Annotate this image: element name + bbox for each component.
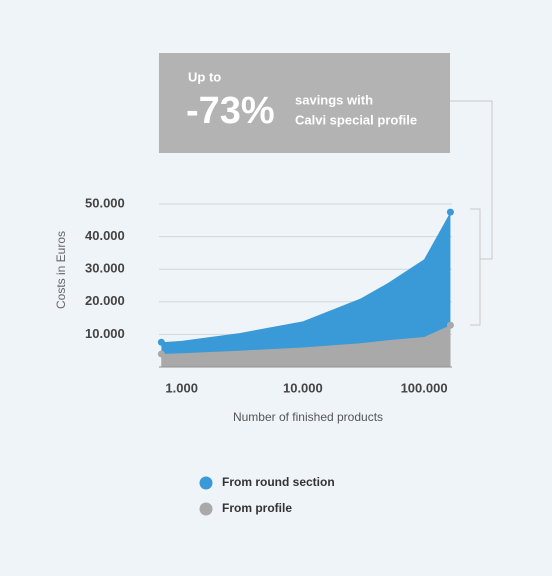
area bbox=[161, 325, 451, 367]
end-point bbox=[157, 338, 165, 346]
headline-prefix: Up to bbox=[188, 69, 221, 84]
headline-line: Calvi special profile bbox=[295, 112, 417, 127]
x-tick-label: 10.000 bbox=[283, 380, 323, 395]
end-point bbox=[446, 321, 454, 329]
legend-label: From round section bbox=[222, 475, 335, 489]
x-tick-label: 1.000 bbox=[165, 380, 198, 395]
bracket bbox=[450, 100, 493, 260]
headline-line: savings with bbox=[295, 92, 373, 107]
y-axis-label: Costs in Euros bbox=[54, 231, 68, 309]
headline-box bbox=[159, 53, 450, 153]
end-point bbox=[446, 208, 454, 216]
y-tick-label: 50.000 bbox=[85, 195, 125, 210]
legend-label: From profile bbox=[222, 501, 292, 515]
area bbox=[161, 212, 451, 367]
headline-figure: -73% bbox=[186, 90, 275, 132]
end-point bbox=[157, 350, 165, 358]
legend-marker bbox=[199, 502, 213, 516]
y-tick-label: 20.000 bbox=[85, 293, 125, 308]
x-tick-label: 100.000 bbox=[401, 380, 448, 395]
x-axis-label: Number of finished products bbox=[233, 410, 383, 424]
y-tick-label: 10.000 bbox=[85, 326, 125, 341]
legend-marker bbox=[199, 476, 213, 490]
y-tick-label: 40.000 bbox=[85, 228, 125, 243]
bracket bbox=[470, 208, 481, 326]
y-tick-label: 30.000 bbox=[85, 261, 125, 276]
